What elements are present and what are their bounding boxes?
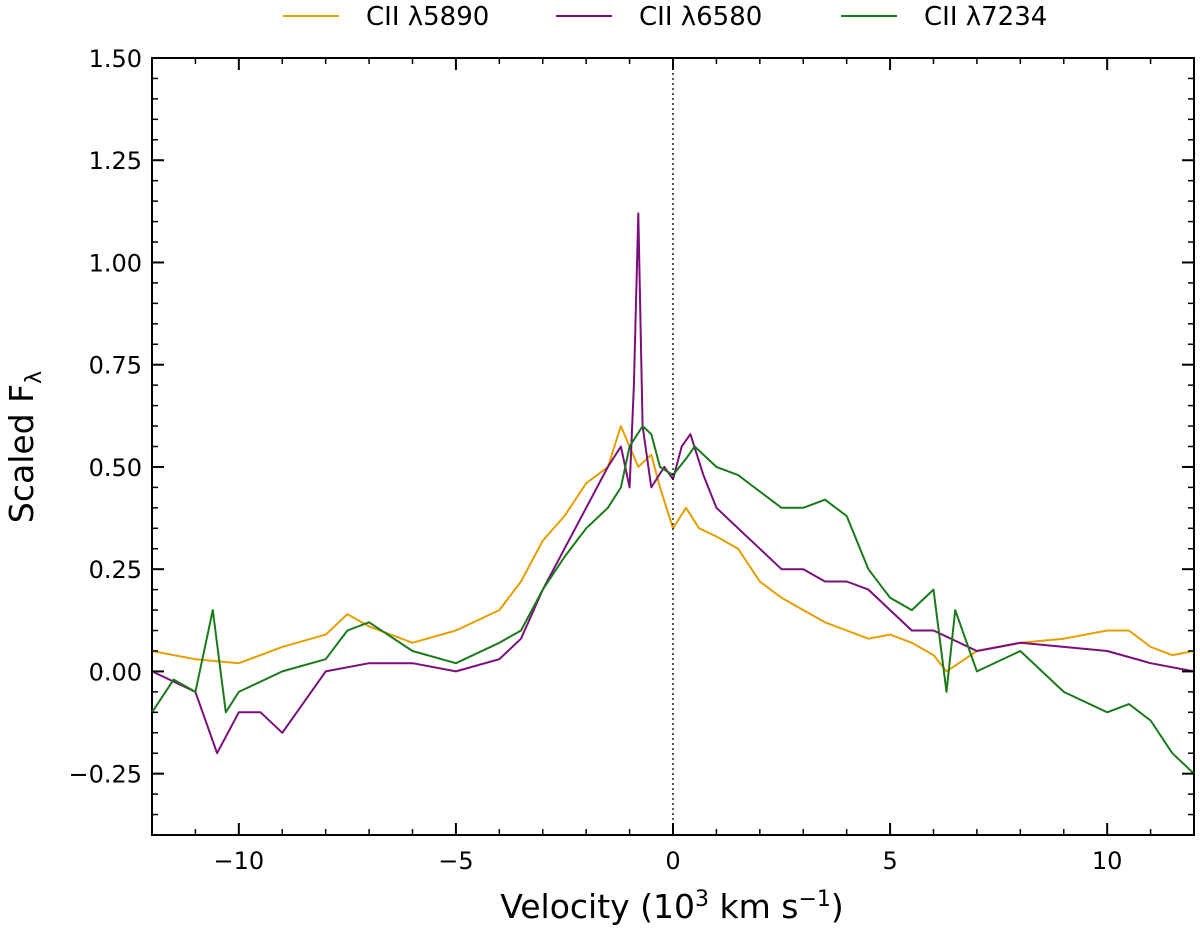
legend-label: CII λ5890	[366, 2, 489, 32]
x-axis-label: Velocity (103 km s−1)	[500, 887, 844, 926]
series-lines	[151, 212, 1195, 775]
series-line-3	[151, 425, 1195, 775]
y-tick-label: −0.25	[68, 761, 142, 789]
y-tick-label: 1.00	[89, 249, 142, 277]
y-tick-label: 0.25	[89, 556, 142, 584]
legend-label: CII λ6580	[639, 2, 762, 32]
x-tick-label: −10	[214, 847, 265, 875]
legend: CII λ5890 CII λ6580 CII λ7234	[283, 2, 1047, 32]
x-tick-label: 0	[665, 847, 680, 875]
plot-area	[151, 57, 1195, 836]
legend-label: CII λ7234	[924, 2, 1047, 32]
y-tick-label: 0.00	[89, 658, 142, 686]
series-line-2	[151, 212, 1195, 755]
y-tick-label: 0.75	[89, 352, 142, 380]
y-axis-label: Scaled Fλ	[2, 371, 47, 523]
x-ticks: −10 −5 0 5 10	[151, 58, 1195, 875]
x-tick-label: 5	[882, 847, 897, 875]
y-tick-label: 1.50	[89, 45, 142, 73]
x-tick-label: −5	[438, 847, 473, 875]
x-tick-label: 10	[1092, 847, 1123, 875]
y-tick-label: 0.50	[89, 454, 142, 482]
y-tick-label: 1.25	[89, 147, 142, 175]
y-ticks: −0.25 0.00 0.25 0.50 0.75 1.00 1.25 1.50	[68, 45, 1194, 836]
